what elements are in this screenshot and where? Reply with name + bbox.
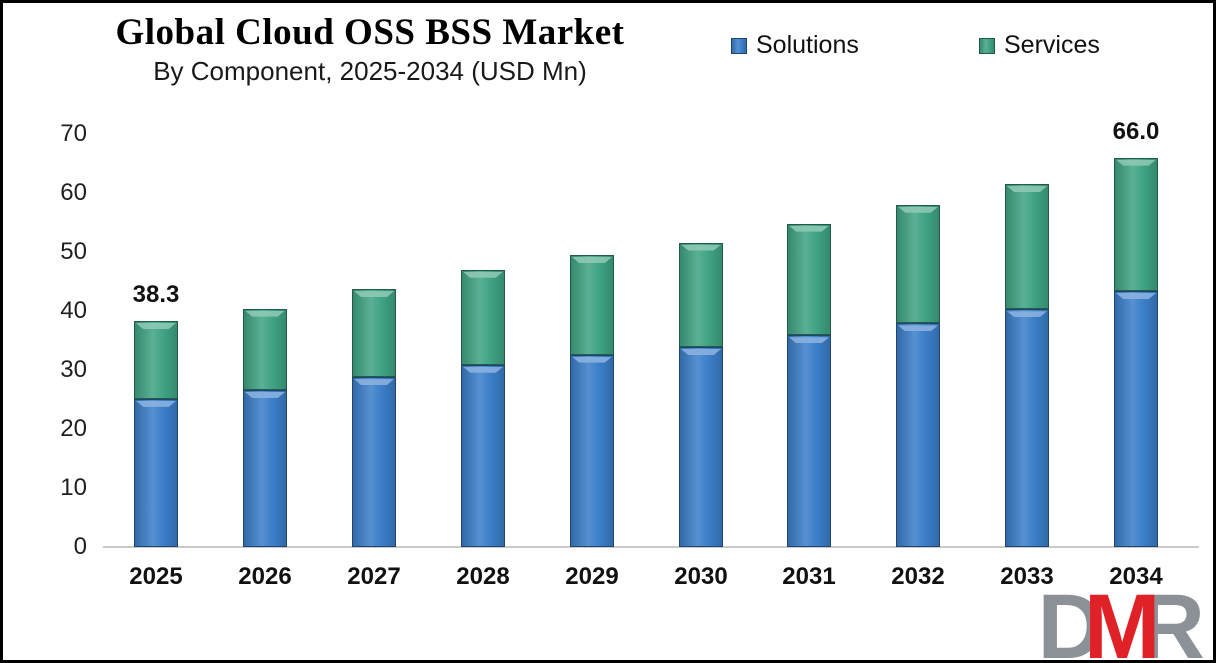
bar-services-2033 bbox=[1005, 184, 1049, 310]
bar-bevel-highlight bbox=[681, 348, 721, 355]
legend-label-solutions: Solutions bbox=[756, 31, 859, 59]
logo-letter-m: M bbox=[1083, 575, 1161, 663]
bar-services-2026 bbox=[243, 308, 287, 391]
x-axis-category-label: 2034 bbox=[1109, 563, 1163, 590]
bar-solutions-2030 bbox=[679, 346, 723, 547]
bar-bevel-highlight bbox=[1116, 159, 1156, 166]
bar-solutions-2029 bbox=[570, 354, 614, 547]
bar-services-2027 bbox=[352, 289, 396, 378]
bar-bevel-highlight bbox=[789, 225, 829, 232]
bar-bevel-highlight bbox=[245, 310, 285, 317]
bar-bevel-highlight bbox=[136, 323, 176, 330]
x-axis-category-label: 2025 bbox=[129, 563, 183, 590]
bar-bevel-highlight bbox=[245, 392, 285, 399]
chart-title: Global Cloud OSS BSS Market bbox=[115, 12, 625, 53]
services-swatch-icon bbox=[979, 37, 995, 54]
bar-bevel-highlight bbox=[1116, 292, 1156, 299]
x-axis-category-label: 2026 bbox=[238, 563, 292, 590]
bar-services-2034 bbox=[1114, 157, 1158, 291]
bar-solutions-2026 bbox=[243, 390, 287, 547]
bar-bevel-highlight bbox=[1007, 311, 1047, 318]
solutions-swatch-icon bbox=[731, 37, 747, 54]
y-axis-tick-label: 40 bbox=[60, 297, 87, 324]
bar-solutions-2034 bbox=[1114, 290, 1158, 547]
x-axis-category-label: 2030 bbox=[674, 563, 728, 590]
bar-solutions-2028 bbox=[461, 364, 505, 547]
bar-bevel-highlight bbox=[354, 379, 394, 386]
x-axis-category-label: 2031 bbox=[782, 563, 836, 590]
bar-services-2032 bbox=[896, 204, 940, 324]
y-axis-tick-label: 0 bbox=[73, 533, 87, 560]
bar-services-2029 bbox=[570, 254, 614, 355]
bar-bevel-highlight bbox=[463, 271, 503, 278]
bar-bevel-highlight bbox=[572, 256, 612, 263]
bar-bevel-highlight bbox=[463, 366, 503, 373]
x-axis-category-label: 2027 bbox=[347, 563, 401, 590]
x-axis-line bbox=[103, 546, 1199, 548]
y-axis-tick-label: 60 bbox=[60, 179, 87, 206]
y-axis-tick-label: 50 bbox=[60, 238, 87, 265]
bar-bevel-highlight bbox=[789, 337, 829, 344]
y-axis-tick-label: 30 bbox=[60, 356, 87, 383]
bar-services-2030 bbox=[679, 242, 723, 347]
bar-total-label: 38.3 bbox=[132, 281, 180, 309]
bar-total-label: 66.0 bbox=[1112, 117, 1160, 145]
bar-bevel-highlight bbox=[136, 400, 176, 407]
legend-label-services: Services bbox=[1004, 31, 1100, 59]
chart-header: Global Cloud OSS BSS Market By Component… bbox=[15, 11, 725, 87]
bar-services-2028 bbox=[461, 269, 505, 365]
bar-bevel-highlight bbox=[1007, 186, 1047, 193]
legend-item-services: Services bbox=[979, 31, 1100, 60]
bar-bevel-highlight bbox=[898, 206, 938, 213]
x-axis-category-label: 2032 bbox=[891, 563, 945, 590]
legend-item-solutions: Solutions bbox=[731, 31, 859, 60]
y-axis-tick-label: 70 bbox=[60, 120, 87, 147]
logo-letter-d: D bbox=[1037, 575, 1103, 663]
bar-solutions-2033 bbox=[1005, 309, 1049, 547]
bar-bevel-highlight bbox=[898, 325, 938, 332]
y-axis-tick-label: 10 bbox=[60, 474, 87, 501]
x-axis-category-label: 2028 bbox=[456, 563, 510, 590]
bar-services-2025 bbox=[134, 321, 178, 399]
x-axis-category-label: 2029 bbox=[565, 563, 619, 590]
bar-solutions-2027 bbox=[352, 377, 396, 547]
chart-subtitle: By Component, 2025-2034 (USD Mn) bbox=[153, 56, 587, 86]
dmr-logo: D M R bbox=[1037, 575, 1205, 663]
bar-solutions-2031 bbox=[787, 335, 831, 547]
bar-solutions-2032 bbox=[896, 323, 940, 547]
y-axis-tick-label: 20 bbox=[60, 415, 87, 442]
bar-bevel-highlight bbox=[354, 291, 394, 298]
logo-letter-r: R bbox=[1138, 575, 1205, 663]
bar-solutions-2025 bbox=[134, 398, 178, 547]
bar-bevel-highlight bbox=[681, 244, 721, 251]
x-axis-category-label: 2033 bbox=[1000, 563, 1054, 590]
bar-bevel-highlight bbox=[572, 356, 612, 363]
bar-services-2031 bbox=[787, 223, 831, 336]
